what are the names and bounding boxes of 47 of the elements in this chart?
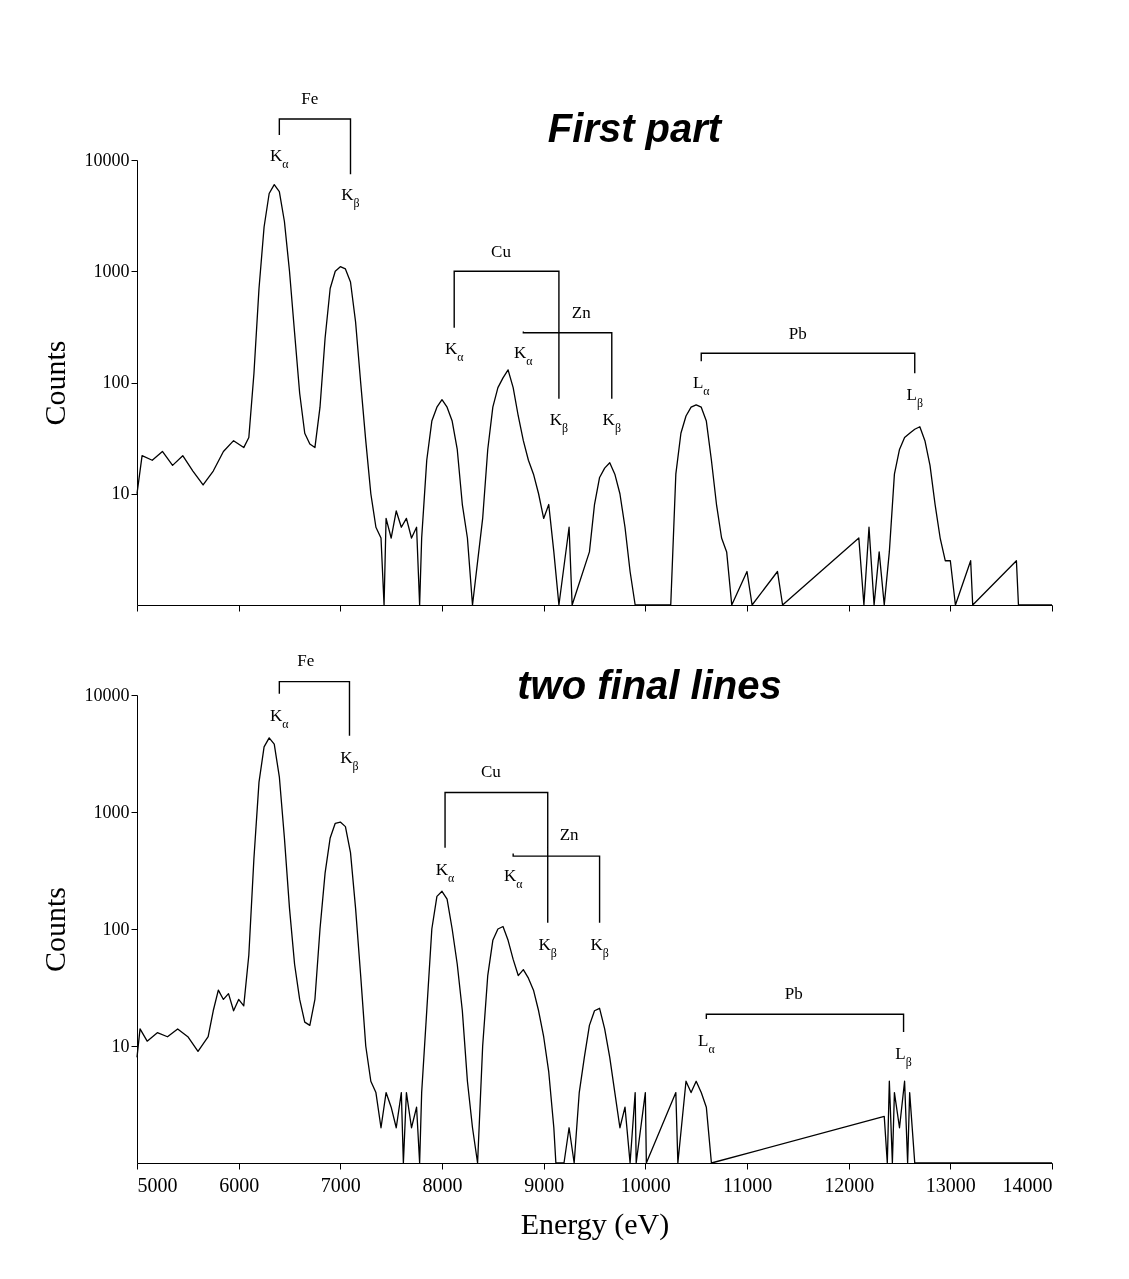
y-tick-label: 10000 bbox=[84, 149, 130, 170]
annotation: Cu bbox=[491, 241, 512, 261]
annotation: L$_{α}$ bbox=[692, 372, 710, 398]
annotation: K$_{α}$ bbox=[444, 339, 464, 365]
chart-title: two final lines bbox=[517, 663, 782, 708]
x-tick-label: 5000 bbox=[137, 1173, 178, 1196]
annotation: K$_{α}$ bbox=[503, 865, 523, 891]
y-tick-label: 10 bbox=[111, 1035, 130, 1056]
y-tick-label: 10000 bbox=[84, 684, 130, 705]
annotation: K$_{β}$ bbox=[602, 410, 621, 436]
y-axis-title: Counts bbox=[37, 886, 71, 973]
x-tick-label: 14000 bbox=[1002, 1173, 1053, 1196]
annotation: L$_{β}$ bbox=[895, 1044, 912, 1070]
x-tick-label: 6000 bbox=[219, 1173, 260, 1196]
x-tick-label: 7000 bbox=[320, 1173, 361, 1196]
annotation: Zn bbox=[571, 303, 592, 323]
annotation: K$_{β}$ bbox=[340, 747, 359, 773]
y-tick-label: 100 bbox=[102, 918, 130, 939]
chart-title: First part bbox=[547, 106, 723, 151]
y-tick-label: 100 bbox=[102, 372, 130, 392]
y-tick-label: 1000 bbox=[93, 260, 130, 281]
annotation: L$_{α}$ bbox=[698, 1031, 715, 1057]
annotation: K$_{β}$ bbox=[590, 934, 609, 960]
annotation: K$_{α}$ bbox=[270, 146, 289, 172]
annotation: Pb bbox=[788, 323, 807, 343]
annotation: K$_{α}$ bbox=[270, 706, 289, 732]
y-tick-label: 1000 bbox=[93, 801, 130, 822]
x-tick-label: 12000 bbox=[824, 1173, 875, 1196]
x-tick-label: 11000 bbox=[722, 1173, 773, 1196]
annotation: Zn bbox=[559, 825, 580, 845]
annotation: K$_{α}$ bbox=[435, 859, 455, 885]
annotation: K$_{β}$ bbox=[549, 410, 569, 436]
x-tick-label: 9000 bbox=[524, 1173, 565, 1196]
y-axis-title: Counts bbox=[37, 340, 71, 426]
y-tick-label: 10 bbox=[111, 483, 130, 504]
annotation: L$_{β}$ bbox=[906, 384, 923, 410]
x-tick-label: 8000 bbox=[422, 1173, 463, 1196]
text: Fe bbox=[297, 651, 315, 671]
x-tick-label: 13000 bbox=[925, 1173, 976, 1196]
annotation: Cu bbox=[480, 761, 502, 781]
x-axis-title: Energy (eV) bbox=[520, 1206, 670, 1241]
annotation: Pb bbox=[784, 983, 803, 1003]
annotation: K$_{β}$ bbox=[538, 934, 557, 960]
annotation: K$_{α}$ bbox=[514, 342, 533, 368]
text: Fe bbox=[301, 89, 319, 109]
annotation: K$_{β}$ bbox=[341, 185, 360, 211]
x-tick-label: 10000 bbox=[620, 1173, 671, 1196]
